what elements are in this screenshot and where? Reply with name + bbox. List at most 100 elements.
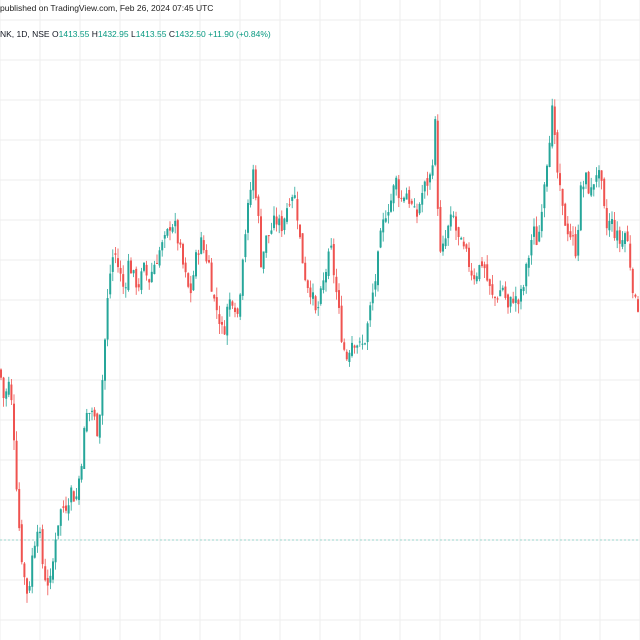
candle-up	[577, 229, 580, 256]
candle-down	[135, 268, 138, 288]
candle-up	[85, 412, 88, 432]
candle-up	[392, 185, 395, 204]
candle-down	[137, 284, 140, 288]
candle-down	[189, 283, 192, 294]
candle-up	[533, 226, 535, 237]
candle-up	[163, 235, 166, 239]
candle-down	[587, 171, 590, 194]
candle-up	[348, 352, 351, 362]
candle-up	[579, 185, 582, 231]
candle-up	[598, 170, 600, 179]
candle-up	[70, 487, 73, 503]
candle-up	[273, 215, 275, 229]
candle-up	[371, 292, 374, 304]
candle-up	[369, 305, 372, 321]
candle-up	[592, 184, 595, 190]
candle-up	[244, 234, 247, 258]
candle-down	[62, 506, 65, 508]
candle-up	[449, 214, 452, 227]
candle-up	[421, 192, 424, 205]
candle-down	[462, 241, 465, 247]
candle-up	[608, 220, 611, 231]
candle-down	[236, 308, 239, 314]
candle-up	[442, 243, 444, 252]
candle-up	[132, 270, 135, 274]
candle-up	[429, 174, 431, 183]
candle-down	[301, 233, 304, 264]
candle-down	[494, 297, 496, 299]
candle-down	[408, 189, 411, 204]
candle-down	[468, 247, 470, 267]
candle-up	[527, 257, 530, 268]
candle-up	[327, 251, 330, 276]
candle-up	[140, 271, 143, 290]
candle-up	[265, 235, 268, 253]
candle-up	[252, 169, 255, 191]
candle-up	[124, 287, 127, 289]
candle-down	[13, 403, 15, 441]
candle-up	[52, 561, 54, 580]
candle-up	[540, 211, 543, 232]
candle-up	[616, 230, 619, 241]
candle-up	[317, 307, 320, 309]
candle-down	[304, 262, 307, 281]
candle-down	[197, 253, 200, 255]
candle-down	[353, 345, 356, 348]
candle-down	[46, 578, 49, 586]
candle-up	[530, 239, 533, 256]
candle-down	[184, 262, 187, 273]
candle-down	[605, 207, 608, 229]
candle-down	[483, 264, 486, 269]
candle-up	[226, 306, 229, 336]
candle-up	[262, 251, 265, 269]
candle-down	[20, 524, 23, 563]
candle-down	[561, 188, 564, 206]
candle-up	[434, 119, 437, 165]
candle-up	[460, 237, 463, 240]
candle-down	[559, 173, 561, 186]
candle-up	[67, 505, 70, 514]
candle-up	[195, 252, 197, 277]
candle-up	[75, 496, 78, 499]
candle-down	[618, 230, 621, 244]
candle-down	[205, 249, 208, 262]
candle-down	[15, 440, 18, 490]
candle-down	[119, 267, 122, 274]
candle-up	[312, 292, 314, 299]
high-label: H	[91, 29, 98, 39]
candle-down	[634, 294, 637, 297]
candle-up	[351, 342, 353, 356]
candle-up	[33, 545, 36, 558]
candle-up	[109, 273, 112, 295]
candle-down	[626, 231, 629, 242]
candle-up	[239, 294, 242, 317]
candle-up	[283, 218, 286, 231]
candle-down	[306, 280, 309, 289]
candle-down	[260, 216, 262, 268]
candle-down	[221, 321, 223, 325]
candle-down	[96, 413, 99, 437]
candle-down	[10, 384, 13, 401]
candle-down	[254, 169, 257, 199]
candle-up	[57, 525, 60, 536]
candle-up	[358, 341, 361, 343]
candle-down	[41, 529, 44, 565]
candle-down	[504, 286, 507, 298]
candle-up	[423, 181, 426, 192]
candle-up	[590, 187, 593, 196]
candle-up	[31, 555, 34, 587]
candle-up	[538, 231, 541, 242]
candle-up	[624, 233, 626, 244]
candle-up	[270, 230, 273, 234]
candle-up	[356, 345, 359, 348]
candle-up	[153, 264, 156, 275]
candle-down	[457, 227, 460, 237]
candle-down	[488, 279, 491, 286]
candle-up	[361, 343, 364, 345]
candle-up	[150, 271, 153, 282]
candle-up	[387, 212, 390, 216]
candle-up	[525, 263, 528, 287]
candle-down	[486, 264, 489, 281]
candle-up	[475, 276, 478, 282]
